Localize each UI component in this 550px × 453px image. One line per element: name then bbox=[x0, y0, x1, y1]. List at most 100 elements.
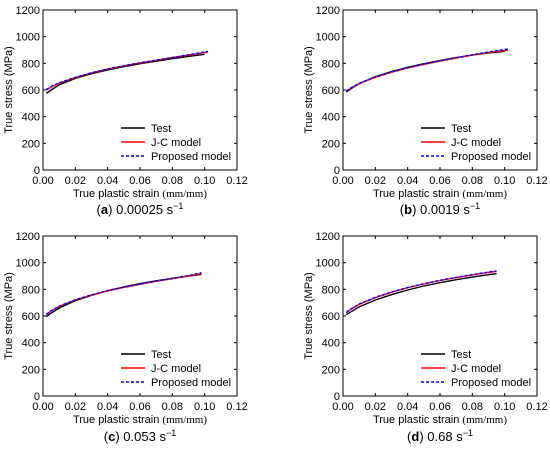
x-tick-label: 0.12 bbox=[226, 401, 247, 413]
y-tick-label: 400 bbox=[22, 338, 40, 350]
series-line bbox=[45, 272, 202, 316]
x-tick-label: 0.08 bbox=[162, 175, 183, 187]
caption-label: d bbox=[411, 429, 419, 444]
plot-frame bbox=[42, 235, 238, 397]
caption-rate: ) 0.68 s bbox=[419, 429, 463, 444]
x-tick-label: 0.04 bbox=[397, 175, 418, 187]
series-line bbox=[345, 270, 497, 313]
plot-frame bbox=[342, 235, 538, 397]
x-tick-label: 0.10 bbox=[494, 175, 515, 187]
legend-label: Proposed model bbox=[151, 151, 231, 163]
y-tick-label: 800 bbox=[322, 284, 340, 296]
x-tick-label: 0.02 bbox=[365, 175, 386, 187]
x-axis-title-text: True plastic strain bbox=[373, 188, 462, 200]
caption-open: ( bbox=[407, 429, 412, 444]
caption-label: b bbox=[404, 202, 412, 217]
y-tick-label: 1000 bbox=[316, 32, 340, 44]
legend-label: J-C model bbox=[151, 137, 201, 149]
caption-exponent: −1 bbox=[173, 201, 183, 211]
x-tick-label: 0.10 bbox=[194, 401, 215, 413]
y-tick-label: 0 bbox=[334, 165, 340, 177]
x-axis-title-unit: (mm/mm) bbox=[462, 414, 507, 426]
caption-label: a bbox=[101, 202, 109, 217]
x-axis-title: True plastic strain (mm/mm) bbox=[373, 414, 507, 426]
y-tick-label: 1200 bbox=[316, 231, 340, 243]
y-tick-label: 800 bbox=[22, 284, 40, 296]
x-axis-title-unit: (mm/mm) bbox=[162, 188, 207, 200]
x-tick-label: 0.06 bbox=[129, 175, 150, 187]
legend-label: Test bbox=[451, 349, 471, 361]
y-tick-label: 600 bbox=[322, 311, 340, 323]
x-tick-label: 0.04 bbox=[97, 401, 118, 413]
legend-label: J-C model bbox=[451, 137, 501, 149]
x-axis-title-text: True plastic strain bbox=[73, 188, 162, 200]
x-tick-label: 0.00 bbox=[32, 175, 53, 187]
caption-rate: ) 0.00025 s bbox=[108, 202, 174, 217]
caption-exponent: −1 bbox=[463, 428, 473, 438]
caption-exponent: −1 bbox=[470, 201, 480, 211]
series-line bbox=[45, 53, 205, 94]
x-tick-label: 0.12 bbox=[526, 401, 547, 413]
chart-panel-b: 0 200 400 600 800 1000 1200 0.00 0.02 0.04 0.06 0.0… bbox=[303, 5, 548, 217]
x-tick-label: 0.04 bbox=[97, 175, 118, 187]
chart-panel-d: 0 200 400 600 800 1000 1200 0.00 0.02 0.04 0.06 0.0… bbox=[303, 231, 548, 444]
legend-label: Test bbox=[151, 349, 171, 361]
plot-frame bbox=[342, 9, 538, 171]
y-axis-title: True stress (MPa) bbox=[3, 46, 15, 134]
y-tick-label: 800 bbox=[322, 58, 340, 70]
legend-label: Proposed model bbox=[451, 377, 531, 389]
y-tick-label: 400 bbox=[322, 338, 340, 350]
y-tick-label: 600 bbox=[322, 85, 340, 97]
series-line bbox=[345, 48, 509, 92]
caption-label: c bbox=[108, 429, 115, 444]
x-tick-label: 0.08 bbox=[162, 401, 183, 413]
y-tick-label: 0 bbox=[34, 165, 40, 177]
x-tick-label: 0.10 bbox=[194, 175, 215, 187]
y-tick-label: 200 bbox=[322, 138, 340, 150]
caption-open: ( bbox=[400, 202, 405, 217]
panel-caption: (b) 0.0019 s−1 bbox=[400, 201, 480, 217]
y-tick-label: 1000 bbox=[16, 32, 40, 44]
legend-label: J-C model bbox=[151, 363, 201, 375]
y-tick-label: 200 bbox=[322, 364, 340, 376]
x-axis-title-text: True plastic strain bbox=[373, 414, 462, 426]
series-line bbox=[45, 51, 209, 91]
y-tick-label: 200 bbox=[22, 364, 40, 376]
y-tick-label: 600 bbox=[22, 85, 40, 97]
x-axis-title-unit: (mm/mm) bbox=[462, 188, 507, 200]
x-tick-label: 0.04 bbox=[397, 401, 418, 413]
caption-open: ( bbox=[97, 202, 102, 217]
legend-label: Proposed model bbox=[451, 151, 531, 163]
y-tick-label: 200 bbox=[22, 138, 40, 150]
x-tick-label: 0.12 bbox=[226, 175, 247, 187]
panel-caption: (c) 0.053 s−1 bbox=[104, 428, 176, 444]
y-tick-label: 1200 bbox=[316, 5, 340, 17]
y-axis-title: True stress (MPa) bbox=[303, 272, 315, 360]
chart-panel-c: 0 200 400 600 800 1000 1200 0.00 0.02 0.04 0.06 0.0… bbox=[3, 231, 248, 444]
panel-caption: (d) 0.68 s−1 bbox=[407, 428, 473, 444]
y-tick-label: 1000 bbox=[316, 258, 340, 270]
x-tick-label: 0.06 bbox=[429, 175, 450, 187]
series-line bbox=[45, 272, 202, 315]
caption-rate: ) 0.0019 s bbox=[412, 202, 470, 217]
y-tick-label: 1200 bbox=[16, 231, 40, 243]
x-tick-label: 0.00 bbox=[32, 401, 53, 413]
legend-label: Proposed model bbox=[151, 377, 231, 389]
y-tick-label: 0 bbox=[334, 391, 340, 403]
y-tick-label: 1200 bbox=[16, 5, 40, 17]
x-axis-title-unit: (mm/mm) bbox=[162, 414, 207, 426]
x-axis-title: True plastic strain (mm/mm) bbox=[373, 188, 507, 200]
chart-panel-a: 0 200 400 600 800 1000 1200 0.00 0.02 0.04 0.06 0.0… bbox=[3, 5, 248, 217]
series-line bbox=[345, 272, 497, 316]
x-tick-label: 0.10 bbox=[494, 401, 515, 413]
y-tick-label: 400 bbox=[22, 112, 40, 124]
y-tick-label: 0 bbox=[34, 391, 40, 403]
x-tick-label: 0.06 bbox=[129, 401, 150, 413]
plot-frame bbox=[42, 9, 238, 171]
x-axis-title: True plastic strain (mm/mm) bbox=[73, 188, 207, 200]
legend-label: J-C model bbox=[451, 363, 501, 375]
x-axis-title: True plastic strain (mm/mm) bbox=[73, 414, 207, 426]
y-tick-label: 600 bbox=[22, 311, 40, 323]
caption-rate: ) 0.053 s bbox=[115, 429, 166, 444]
